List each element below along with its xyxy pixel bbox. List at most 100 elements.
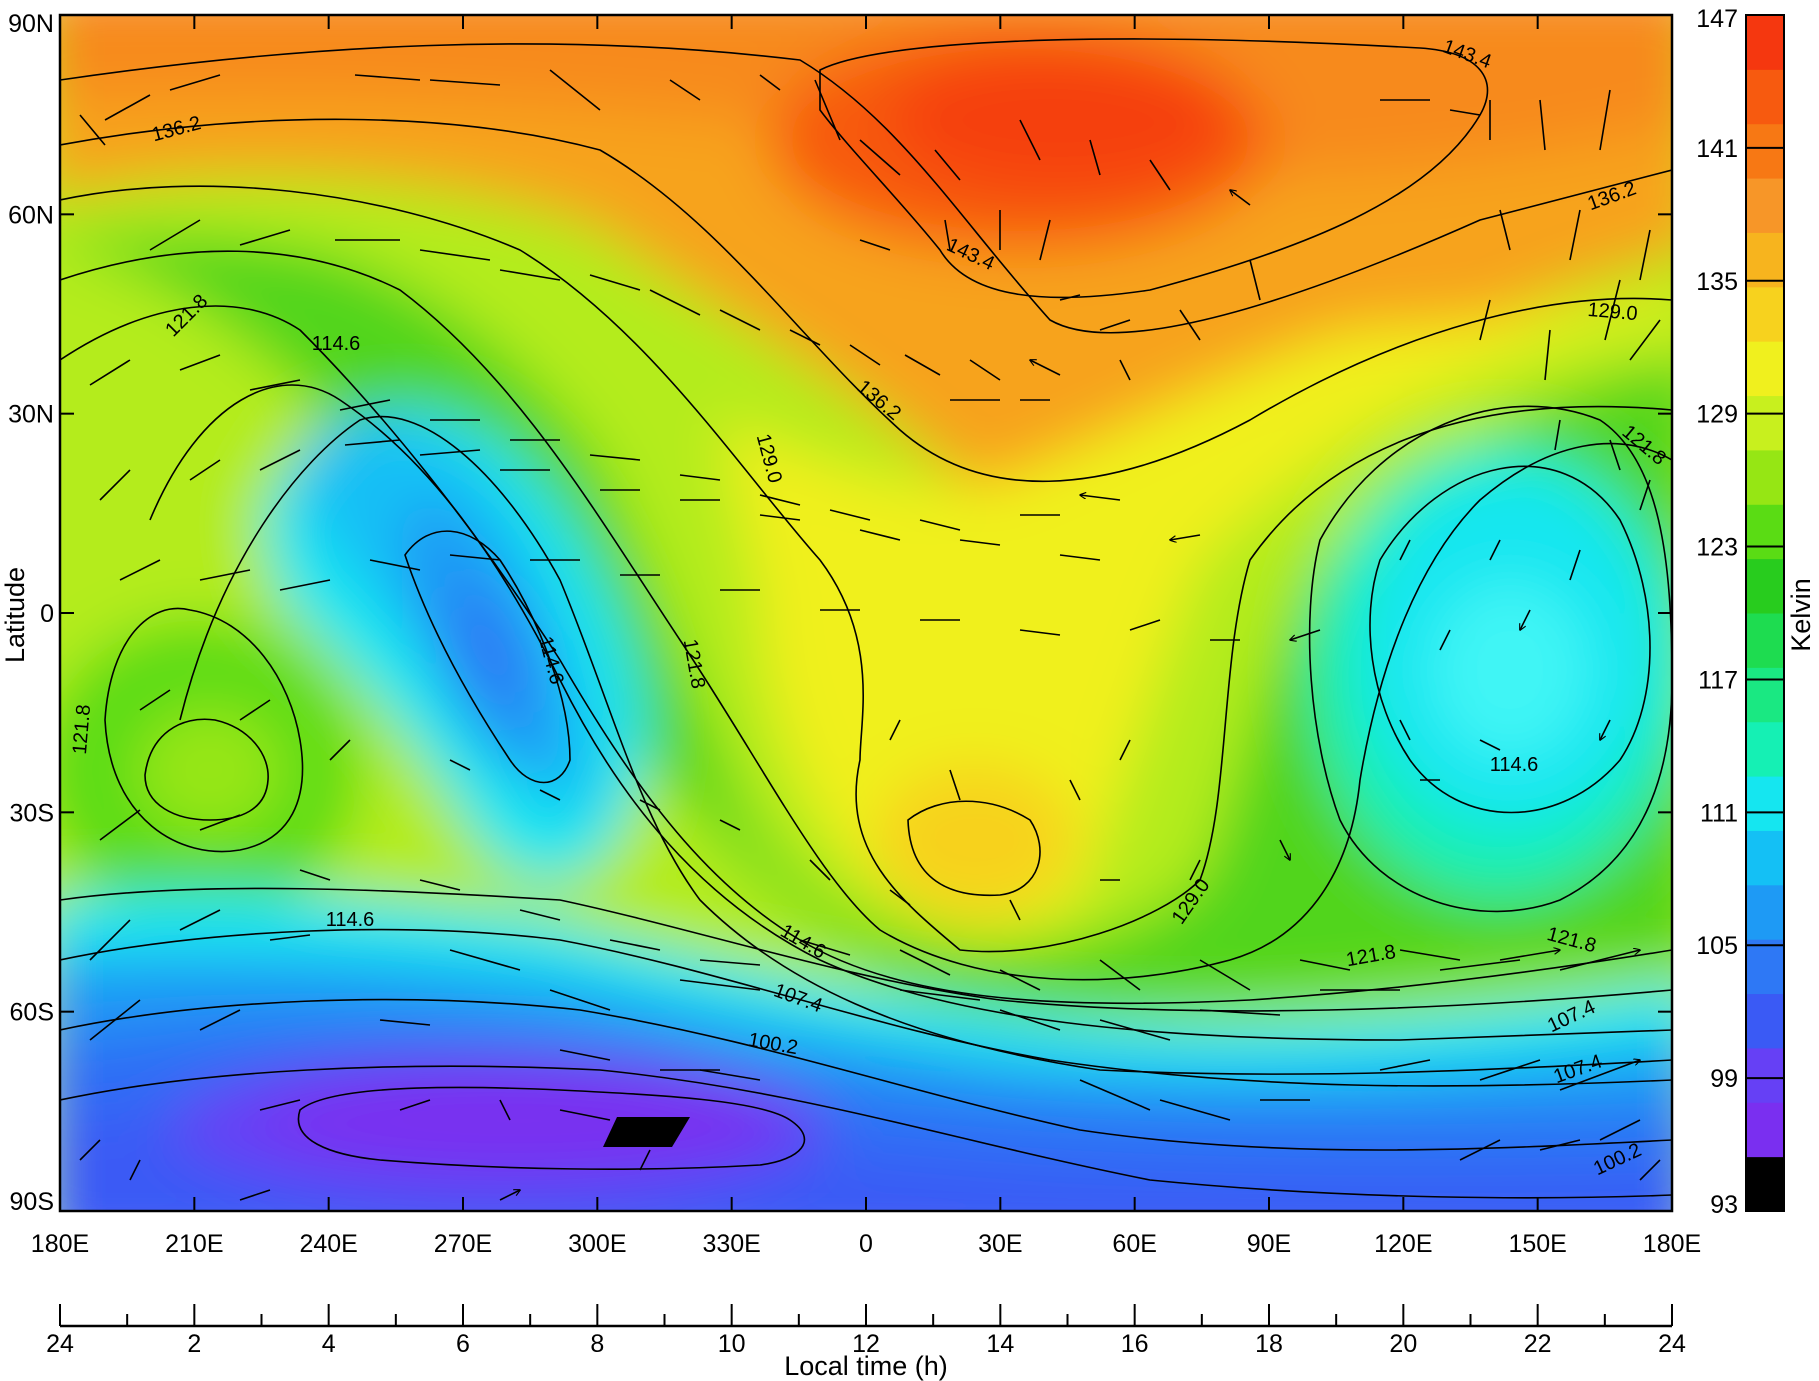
x-tick-label: 120E <box>1374 1230 1432 1258</box>
temperature-field <box>60 15 1672 1211</box>
wind-vector <box>139 689 1290 921</box>
colorbar-swatch <box>1746 721 1784 777</box>
colorbar-swatch <box>1746 232 1784 288</box>
x-tick-label: 150E <box>1508 1230 1566 1258</box>
local-time-tick-label: 24 <box>46 1330 74 1358</box>
local-time-ticks: 24 2 4 6 8 10 12 14 16 18 20 22 24 <box>46 1304 1686 1358</box>
y-tick-label: 60N <box>8 201 54 229</box>
wind-vector <box>89 999 1640 1121</box>
wind-vector <box>79 1069 1661 1201</box>
wind-vector <box>99 439 1201 561</box>
colorbar-swatch <box>1746 884 1784 940</box>
colorbar-swatch <box>1746 558 1784 614</box>
colorbar-tick-label: 105 <box>1696 932 1738 960</box>
y-tick-label: 60S <box>10 999 54 1027</box>
local-time-axis: 24 2 4 6 8 10 12 14 16 18 20 22 24 Local time (h) <box>46 1304 1686 1381</box>
y-tick-marks <box>60 14 1672 1212</box>
local-time-tick-label: 22 <box>1524 1330 1552 1358</box>
y-tick-labels: 90N 60N 30N 0 30S 60S 90S <box>8 10 54 1216</box>
colorbar-tick-label: 93 <box>1710 1191 1738 1219</box>
contour-label: 114.6 <box>312 333 361 355</box>
local-time-tick-label: 10 <box>718 1330 746 1358</box>
colorbar: 147 141 135 129 123 117 111 105 99 93 Kelvin <box>1696 5 1816 1219</box>
colorbar-swatch <box>1746 341 1784 397</box>
colorbar-tick-label: 111 <box>1700 799 1738 827</box>
x-tick-label: 90E <box>1247 1230 1291 1258</box>
x-tick-label: 60E <box>1112 1230 1156 1258</box>
colorbar-tick-label: 117 <box>1698 666 1738 694</box>
wind-vector <box>89 354 1121 531</box>
colorbar-swatch <box>1746 123 1784 179</box>
colorbar-swatch <box>1746 830 1784 886</box>
wind-vector <box>119 554 1321 640</box>
colorbar-swatch <box>1746 504 1784 560</box>
colorbar-tick-label: 141 <box>1696 135 1738 163</box>
x-tick-label: 300E <box>568 1230 626 1258</box>
wind-vector <box>79 69 1251 206</box>
colorbar-tick-label: 147 <box>1696 5 1738 33</box>
contour-label: 121.8 <box>69 704 95 756</box>
colorbar-swatch <box>1746 1102 1784 1158</box>
colorbar-tick-label: 99 <box>1710 1065 1738 1093</box>
colorbar-swatches <box>1746 15 1784 1212</box>
contour-label: 129.0 <box>1587 299 1639 325</box>
wind-vector <box>149 219 1061 381</box>
x-tick-label: 180E <box>31 1230 89 1258</box>
colorbar-tick-label: 123 <box>1696 534 1738 562</box>
y-axis-title: Latitude <box>0 567 30 663</box>
colorbar-swatch <box>1746 613 1784 668</box>
wind-vector <box>89 909 1640 1041</box>
wind-vector <box>99 809 1560 991</box>
y-tick-label: 90N <box>8 10 54 38</box>
colorbar-swatch <box>1746 1047 1784 1103</box>
colorbar-swatch <box>1746 993 1784 1049</box>
local-time-tick-label: 20 <box>1389 1330 1417 1358</box>
local-time-tick-label: 18 <box>1255 1330 1283 1358</box>
local-time-tick-label: 4 <box>322 1330 336 1358</box>
colorbar-swatch <box>1746 286 1784 342</box>
wind-vector <box>859 210 1611 801</box>
x-tick-label: 180E <box>1643 1230 1701 1258</box>
colorbar-ticks: 147 141 135 129 123 117 111 105 99 93 <box>1696 5 1784 1219</box>
contour-lines <box>60 38 1672 1199</box>
local-time-axis-title: Local time (h) <box>784 1351 948 1381</box>
y-tick-label: 30S <box>10 799 54 827</box>
minimum-temperature-patch <box>603 1117 690 1147</box>
colorbar-label: Kelvin <box>1786 578 1816 652</box>
x-tick-label: 0 <box>859 1230 873 1258</box>
colorbar-swatch <box>1746 776 1784 831</box>
x-tick-label: 30E <box>978 1230 1022 1258</box>
colorbar-swatch <box>1746 178 1784 233</box>
colorbar-swatch <box>1746 15 1784 70</box>
local-time-tick-label: 8 <box>590 1330 604 1358</box>
colorbar-swatch <box>1746 449 1784 505</box>
contour-label: 114.6 <box>1490 754 1539 776</box>
x-tick-marks <box>59 15 1673 1211</box>
x-tick-label: 270E <box>434 1230 492 1258</box>
colorbar-swatch <box>1746 395 1784 451</box>
wind-vectors <box>79 69 1661 1201</box>
colorbar-tick-label: 135 <box>1696 268 1738 296</box>
local-time-tick-label: 24 <box>1658 1330 1686 1358</box>
local-time-tick-label: 6 <box>456 1330 470 1358</box>
local-time-tick-label: 2 <box>187 1330 201 1358</box>
local-time-tick-label: 16 <box>1121 1330 1149 1358</box>
colorbar-swatch <box>1746 69 1784 125</box>
y-tick-label: 90S <box>10 1188 54 1216</box>
colorbar-swatch <box>1746 667 1784 723</box>
plot-frame <box>58 13 1674 1213</box>
colorbar-swatch <box>1746 939 1784 995</box>
wind-vector <box>1380 89 1661 651</box>
colorbar-swatch <box>1746 1156 1784 1212</box>
x-tick-label: 240E <box>299 1230 357 1258</box>
local-time-tick-label: 12 <box>852 1330 880 1358</box>
x-tick-labels: 180E 210E 240E 270E 300E 330E 0 30E 60E 90E 120E 15… <box>31 1230 1701 1258</box>
x-tick-label: 330E <box>702 1230 760 1258</box>
colorbar-tick-label: 129 <box>1696 401 1738 429</box>
x-tick-label: 210E <box>165 1230 223 1258</box>
y-tick-label: 0 <box>40 600 54 628</box>
y-tick-label: 30N <box>8 401 54 429</box>
contour-label: 114.6 <box>326 909 375 931</box>
local-time-tick-label: 14 <box>986 1330 1014 1358</box>
